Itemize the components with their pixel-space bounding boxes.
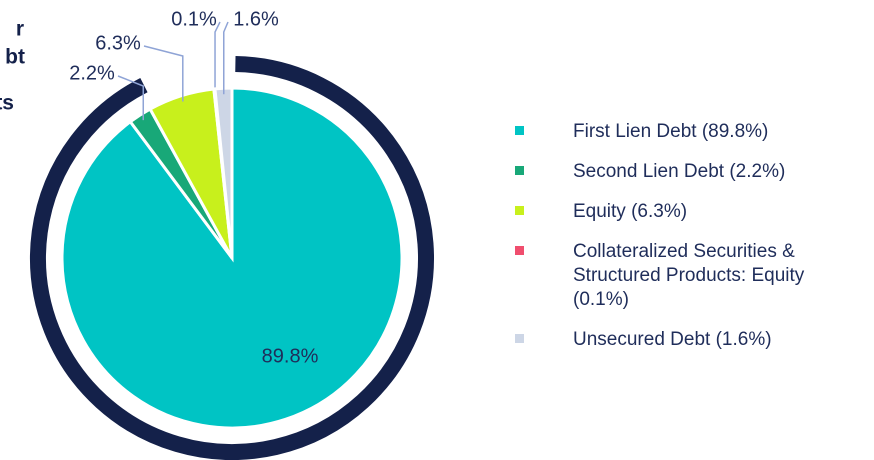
legend: First Lien Debt (89.8%) Second Lien Debt … xyxy=(515,120,815,368)
data-label: 89.8% xyxy=(262,345,319,367)
leader-line xyxy=(117,75,145,121)
legend-swatch xyxy=(515,334,524,343)
leader-line xyxy=(223,21,229,95)
legend-label: Second Lien Debt (2.2%) xyxy=(573,161,786,182)
legend-label: First Lien Debt (89.8%) xyxy=(573,121,769,142)
legend-item: Unsecured Debt (1.6%) xyxy=(515,328,815,352)
data-label: 0.1% xyxy=(171,8,217,30)
legend-item: First Lien Debt (89.8%) xyxy=(515,120,815,144)
leader-line xyxy=(214,21,221,95)
annotation: bt xyxy=(5,46,25,69)
data-label: 1.6% xyxy=(233,8,279,30)
legend-swatch xyxy=(515,126,524,135)
legend-item: Collateralized Securities & Structured P… xyxy=(515,240,815,312)
data-label: 2.2% xyxy=(69,62,115,84)
legend-item: Second Lien Debt (2.2%) xyxy=(515,160,815,184)
annotation: ts xyxy=(0,92,14,115)
leader-line xyxy=(143,45,184,102)
legend-label: Collateralized Securities & Structured P… xyxy=(573,241,805,310)
legend-swatch xyxy=(515,246,524,255)
outer-ring xyxy=(30,56,434,460)
legend-swatch xyxy=(515,166,524,175)
legend-label: Equity (6.3%) xyxy=(573,201,688,222)
legend-item: Equity (6.3%) xyxy=(515,200,815,224)
legend-swatch xyxy=(515,206,524,215)
annotation: r xyxy=(16,18,24,41)
data-label: 6.3% xyxy=(95,32,141,54)
legend-label: Unsecured Debt (1.6%) xyxy=(573,329,772,350)
